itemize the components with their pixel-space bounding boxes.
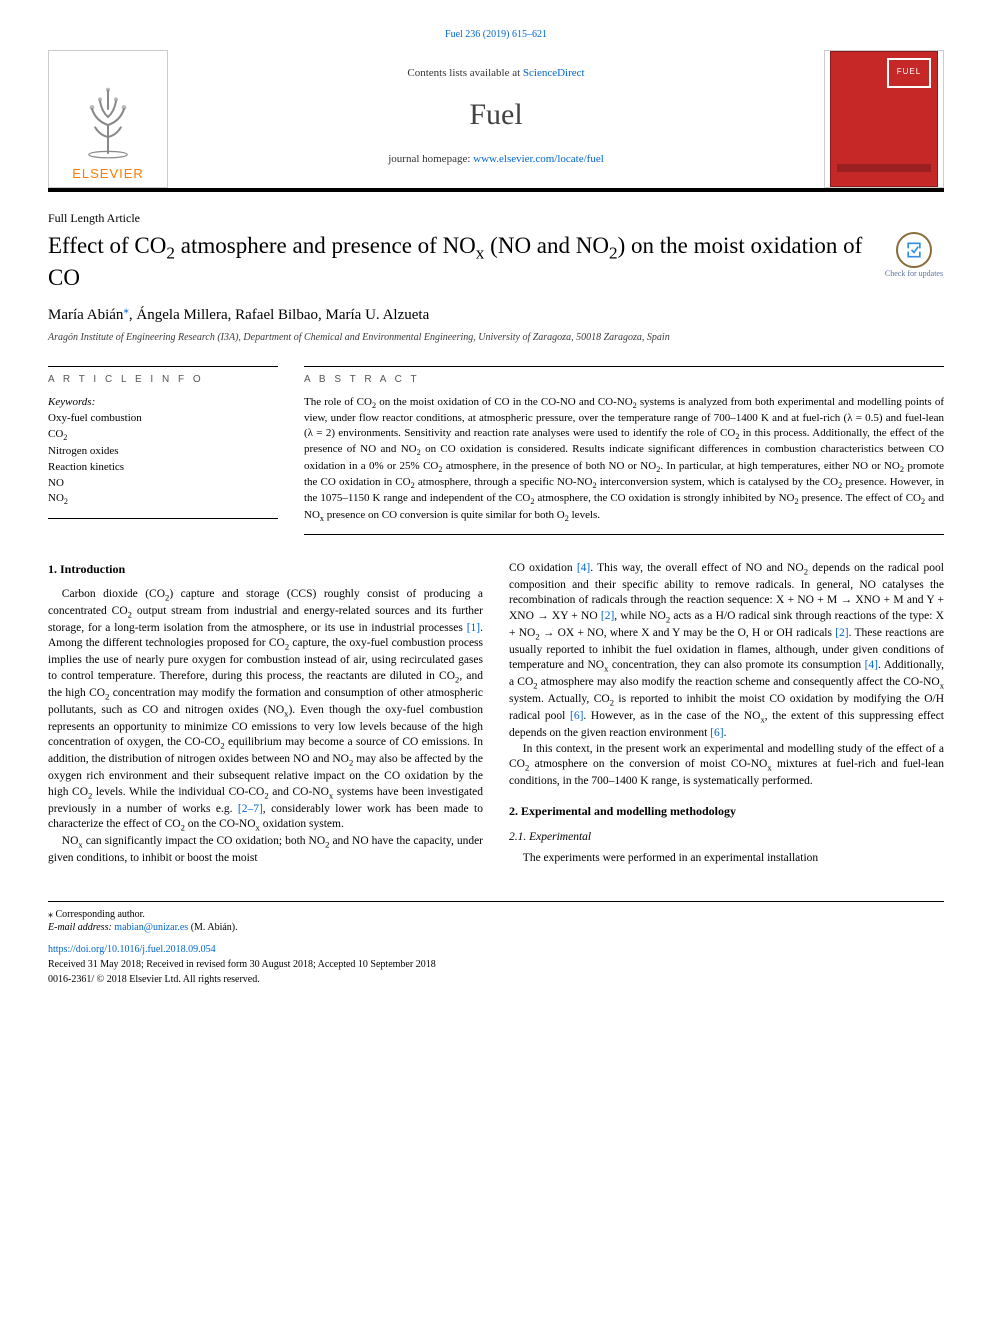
corresponding-email-link[interactable]: mabian@unizar.es	[114, 922, 188, 933]
banner-center: Contents lists available at ScienceDirec…	[168, 50, 824, 188]
keywords-list: Oxy-fuel combustionCO2Nitrogen oxidesRea…	[48, 411, 278, 508]
section-2-heading: 2. Experimental and modelling methodolog…	[509, 803, 944, 819]
journal-cover-block: FUEL	[824, 50, 944, 188]
doi-link[interactable]: https://doi.org/10.1016/j.fuel.2018.09.0…	[48, 943, 944, 957]
contents-lists-line: Contents lists available at ScienceDirec…	[407, 66, 584, 81]
article-info-row: A R T I C L E I N F O Keywords: Oxy-fuel…	[48, 366, 944, 535]
sciencedirect-link[interactable]: ScienceDirect	[523, 67, 585, 79]
article-info-col: A R T I C L E I N F O Keywords: Oxy-fuel…	[48, 366, 278, 535]
check-updates-caption: Check for updates	[885, 270, 943, 278]
keyword-item: NO2	[48, 491, 278, 507]
intro-para-1: Carbon dioxide (CO2) capture and storage…	[48, 587, 483, 834]
page-footer: ⁎ Corresponding author. E-mail address: …	[48, 901, 944, 987]
body-col-right: CO oxidation [4]. This way, the overall …	[509, 561, 944, 867]
journal-name: Fuel	[469, 95, 522, 136]
abstract-heading: A B S T R A C T	[304, 366, 944, 387]
abstract-col: A B S T R A C T The role of CO2 on the m…	[304, 366, 944, 535]
keywords-label: Keywords:	[48, 395, 278, 410]
keyword-item: Reaction kinetics	[48, 460, 278, 475]
section-2-1-heading: 2.1. Experimental	[509, 830, 944, 846]
contents-label: Contents lists available at	[407, 67, 522, 79]
cover-stripe	[837, 164, 931, 172]
elsevier-wordmark: ELSEVIER	[72, 165, 144, 183]
header-journal-ref: Fuel 236 (2019) 615–621	[0, 0, 992, 50]
body-columns: 1. Introduction Carbon dioxide (CO2) cap…	[48, 561, 944, 867]
authors: María Abián⁎, Ángela Millera, Rafael Bil…	[48, 303, 944, 325]
cover-title-box: FUEL	[887, 58, 931, 88]
corresponding-author-note: ⁎ Corresponding author.	[48, 908, 944, 922]
keyword-item: Nitrogen oxides	[48, 444, 278, 459]
intro-para-cont: CO oxidation [4]. This way, the overall …	[509, 561, 944, 742]
article-title: Effect of CO2 atmosphere and presence of…	[48, 232, 876, 293]
keyword-item: Oxy-fuel combustion	[48, 411, 278, 426]
exp-para-1: The experiments were performed in an exp…	[509, 851, 944, 867]
keyword-item: CO2	[48, 427, 278, 443]
check-updates-icon	[896, 232, 932, 268]
check-updates-badge[interactable]: Check for updates	[884, 232, 944, 278]
article-type: Full Length Article	[48, 210, 944, 226]
elsevier-tree-icon	[68, 81, 148, 161]
article-info-heading: A R T I C L E I N F O	[48, 366, 278, 387]
journal-homepage-line: journal homepage: www.elsevier.com/locat…	[388, 152, 604, 167]
keyword-item: NO	[48, 476, 278, 491]
homepage-label: journal homepage:	[388, 153, 473, 165]
intro-para-3: In this context, in the present work an …	[509, 742, 944, 790]
elsevier-logo-block: ELSEVIER	[48, 50, 168, 188]
received-dates: Received 31 May 2018; Received in revise…	[48, 958, 944, 972]
email-line: E-mail address: mabian@unizar.es (M. Abi…	[48, 921, 944, 935]
journal-banner: ELSEVIER Contents lists available at Sci…	[48, 50, 944, 192]
journal-homepage-link[interactable]: www.elsevier.com/locate/fuel	[473, 153, 604, 165]
journal-cover-thumb: FUEL	[830, 51, 938, 187]
affiliation: Aragón Institute of Engineering Research…	[48, 331, 944, 345]
header-journal-ref-link[interactable]: Fuel 236 (2019) 615–621	[445, 29, 547, 40]
issn-copyright: 0016-2361/ © 2018 Elsevier Ltd. All righ…	[48, 973, 944, 987]
article-main: Full Length Article Effect of CO2 atmosp…	[48, 210, 944, 867]
email-label: E-mail address:	[48, 922, 114, 933]
body-col-left: 1. Introduction Carbon dioxide (CO2) cap…	[48, 561, 483, 867]
abstract-text: The role of CO2 on the moist oxidation o…	[304, 395, 944, 535]
email-suffix: (M. Abián).	[188, 922, 237, 933]
section-1-heading: 1. Introduction	[48, 561, 483, 577]
intro-para-2: NOx can significantly impact the CO oxid…	[48, 834, 483, 866]
cover-title-text: FUEL	[897, 67, 921, 78]
